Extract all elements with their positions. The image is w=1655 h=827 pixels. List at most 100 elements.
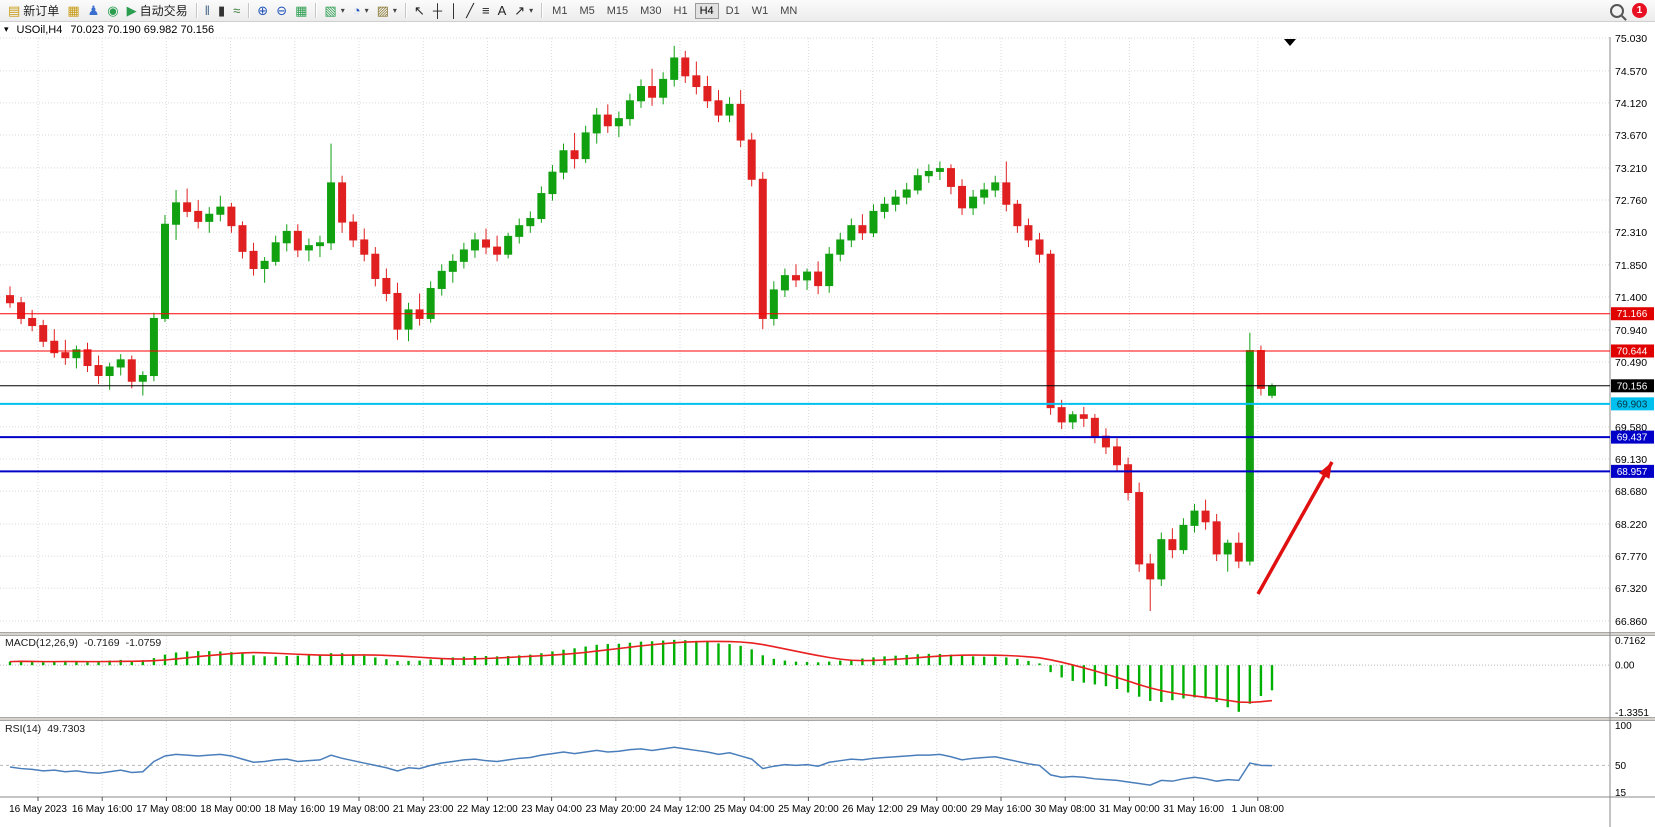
market-globe-icon[interactable]: ◉ (103, 2, 122, 19)
svg-text:67.320: 67.320 (1615, 583, 1647, 595)
dropdown-arrow-icon: ▾ (529, 6, 533, 15)
svg-text:23 May 20:00: 23 May 20:00 (585, 804, 646, 815)
svg-text:71.166: 71.166 (1617, 309, 1648, 320)
candlestick-chart-icon: ▮ (218, 4, 225, 17)
templates-icon[interactable]: ▨▾ (373, 2, 401, 19)
svg-text:-1.3351: -1.3351 (1615, 708, 1649, 719)
toolbar-separator (541, 3, 542, 18)
timeframe-h4[interactable]: H4 (695, 3, 719, 19)
timeframe-w1[interactable]: W1 (747, 3, 774, 19)
text-icon[interactable]: A (494, 2, 511, 19)
candlestick-chart-icon[interactable]: ▮ (214, 2, 229, 19)
zoom-out-icon[interactable]: ⊖ (272, 2, 291, 19)
zoom-in-icon[interactable]: ⊕ (253, 2, 272, 19)
new-chart-icon[interactable]: ▧▾ (320, 2, 348, 19)
trendline-icon: ╱ (466, 4, 474, 17)
notification-badge[interactable]: 1 (1632, 3, 1647, 18)
trend-arrow[interactable] (1258, 462, 1332, 594)
svg-text:71.850: 71.850 (1615, 260, 1647, 272)
vertical-line-icon: │ (450, 4, 458, 17)
svg-text:29 May 00:00: 29 May 00:00 (906, 804, 967, 815)
shapes-icon: ↗ (514, 4, 525, 17)
timeframe-m5[interactable]: M5 (574, 3, 599, 19)
cursor-icon: ↖ (414, 4, 425, 17)
panel-chrome (0, 22, 1655, 827)
chart-area[interactable]: 75.03074.57074.12073.67073.21072.76072.3… (0, 22, 1655, 827)
trendline-icon[interactable]: ╱ (462, 2, 478, 19)
timeframe-m30[interactable]: M30 (635, 3, 666, 19)
community-icon: ♟ (88, 4, 100, 17)
fibonacci-icon[interactable]: ≡ (478, 2, 494, 19)
timeframe-m1[interactable]: M1 (547, 3, 572, 19)
shapes-icon[interactable]: ↗▾ (510, 2, 537, 19)
svg-text:0.7162: 0.7162 (1615, 636, 1646, 647)
macd-panel (0, 640, 1610, 712)
horizontal-lines[interactable] (0, 314, 1610, 472)
toolbar-separator (248, 3, 249, 18)
chart-ohlc-values: 70.023 70.190 69.982 70.156 (70, 24, 214, 36)
vertical-line-icon[interactable]: │ (446, 2, 462, 19)
svg-text:69.130: 69.130 (1615, 454, 1647, 466)
svg-text:26 May 12:00: 26 May 12:00 (842, 804, 903, 815)
toolbar-separator (315, 3, 316, 18)
new-order-button-icon: ▤ (8, 4, 20, 17)
periods-icon[interactable]: ◔▾ (349, 2, 373, 19)
crosshair-icon[interactable]: ┼ (429, 2, 446, 19)
svg-text:29 May 16:00: 29 May 16:00 (971, 804, 1032, 815)
svg-text:72.310: 72.310 (1615, 227, 1647, 239)
svg-text:0.00: 0.00 (1615, 661, 1635, 672)
toolbar-right: 1 (1610, 3, 1651, 18)
cursor-icon[interactable]: ↖ (410, 2, 429, 19)
line-chart-icon: ≈ (233, 4, 240, 17)
bar-chart-icon[interactable]: ‖ (201, 2, 214, 19)
dropdown-arrow-icon: ▾ (393, 6, 397, 15)
svg-text:25 May 20:00: 25 May 20:00 (778, 804, 839, 815)
svg-text:16 May 2023: 16 May 2023 (9, 804, 67, 815)
svg-text:71.400: 71.400 (1615, 292, 1647, 304)
crosshair-icon: ┼ (433, 4, 442, 17)
svg-text:75.030: 75.030 (1615, 33, 1647, 45)
chart-window-icon[interactable]: ▦ (63, 2, 83, 19)
svg-text:74.120: 74.120 (1615, 98, 1647, 110)
svg-text:23 May 04:00: 23 May 04:00 (521, 804, 582, 815)
zoom-in-icon: ⊕ (257, 4, 268, 17)
text-icon: A (498, 4, 507, 17)
svg-text:68.220: 68.220 (1615, 519, 1647, 531)
svg-text:70.644: 70.644 (1617, 346, 1648, 357)
timeframe-d1[interactable]: D1 (721, 3, 745, 19)
chart-title-bar: ▾ USOil,H4 70.023 70.190 69.982 70.156 (0, 22, 1614, 37)
search-icon[interactable] (1610, 4, 1624, 18)
svg-text:18 May 16:00: 18 May 16:00 (264, 804, 325, 815)
svg-text:69.903: 69.903 (1617, 399, 1648, 410)
candlesticks (7, 46, 1276, 611)
svg-text:16 May 16:00: 16 May 16:00 (72, 804, 133, 815)
fibonacci-icon: ≡ (482, 4, 490, 17)
annotations[interactable] (1258, 462, 1332, 594)
timeframe-mn[interactable]: MN (775, 3, 802, 19)
dropdown-arrow-icon: ▾ (341, 6, 345, 15)
auto-trading-button[interactable]: ▶自动交易 (123, 0, 192, 21)
periods-icon: ◔ (353, 4, 361, 17)
svg-text:18 May 00:00: 18 May 00:00 (200, 804, 261, 815)
svg-text:67.770: 67.770 (1615, 551, 1647, 563)
window-menu-icon[interactable]: ▾ (4, 24, 9, 35)
community-icon[interactable]: ♟ (84, 2, 104, 19)
dropdown-arrow-icon: ▾ (365, 6, 369, 15)
timeframe-h1[interactable]: H1 (669, 3, 693, 19)
svg-text:17 May 08:00: 17 May 08:00 (136, 804, 197, 815)
zoom-out-icon: ⊖ (276, 4, 287, 17)
rsi-panel (0, 747, 1610, 785)
svg-text:25 May 04:00: 25 May 04:00 (714, 804, 775, 815)
svg-text:15: 15 (1615, 788, 1627, 799)
chart-window-icon: ▦ (67, 4, 79, 17)
chart-canvas[interactable]: 75.03074.57074.12073.67073.21072.76072.3… (0, 22, 1655, 827)
tile-windows-icon[interactable]: ▦ (291, 2, 311, 19)
svg-text:70.490: 70.490 (1615, 357, 1647, 369)
line-chart-icon[interactable]: ≈ (229, 2, 244, 19)
new-order-button[interactable]: ▤新订单 (4, 0, 63, 21)
toolbar-button-label: 自动交易 (140, 2, 188, 19)
grid (0, 38, 1610, 797)
svg-text:31 May 16:00: 31 May 16:00 (1163, 804, 1224, 815)
auto-trading-button-icon: ▶ (127, 4, 137, 17)
timeframe-m15[interactable]: M15 (602, 3, 633, 19)
